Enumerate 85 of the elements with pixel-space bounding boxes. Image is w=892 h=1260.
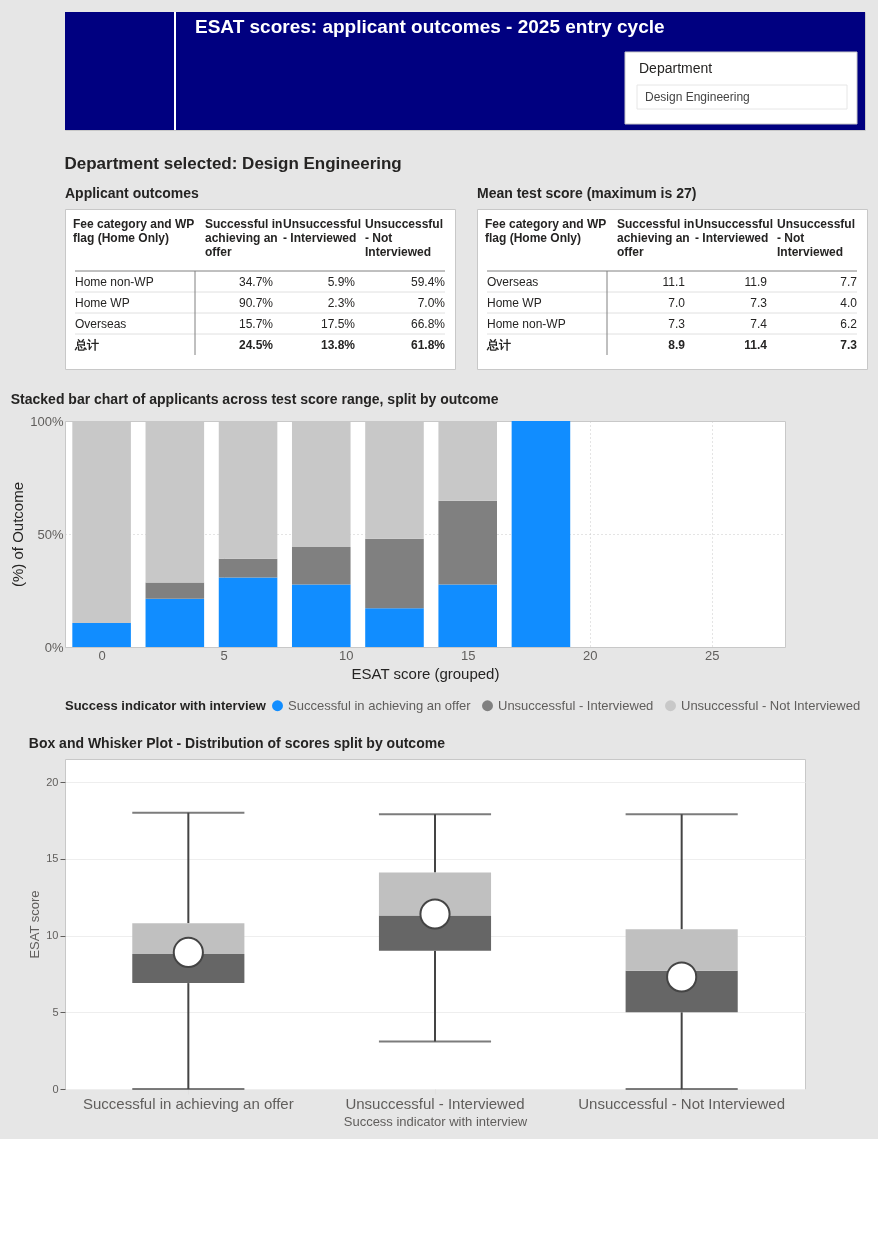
text: 5.9% (327, 274, 355, 289)
bar (218, 577, 278, 647)
bar (511, 421, 571, 647)
x-tick-label: 0 (98, 647, 106, 663)
x-tick-label: Successful in achieving an offer (82, 1094, 294, 1112)
category-label: Overseas (487, 274, 539, 289)
text: 13.8% (320, 337, 355, 352)
bar (145, 582, 205, 599)
legend-title: Success indicator with interview (65, 698, 267, 713)
y-axis-title: (%) of Outcome (9, 481, 27, 588)
category-label: Home WP (487, 295, 542, 310)
text: 4.0 (840, 295, 857, 310)
text: 7.4 (750, 316, 767, 331)
text: Applicant outcomes (65, 185, 200, 201)
text: 15.7% (238, 316, 273, 331)
text: 24.5% (238, 337, 273, 352)
text: 66.8% (410, 316, 445, 331)
bar (438, 500, 497, 585)
bar (291, 584, 351, 647)
y-tick-label: 15 (46, 852, 59, 865)
category-label: Overseas (75, 316, 127, 331)
text: Fee category and WP flag (Home Only) (485, 217, 607, 245)
category-label: Unsuccessful - Not Interviewed (365, 217, 444, 259)
category-label: Unsuccessful - Interviewed (283, 217, 362, 245)
x-axis-title: Success indicator with interview (343, 1113, 528, 1129)
text: 6.2 (840, 316, 857, 331)
text: Design Engineering (645, 90, 750, 104)
category-label: Home non-WP (75, 274, 154, 289)
x-tick-label: Unsuccessful - Not Interviewed (578, 1094, 786, 1112)
y-tick-label: 0 (52, 1082, 59, 1095)
text: 61.8% (410, 337, 445, 352)
category-label: Successful in achieving an offer (205, 217, 283, 259)
x-tick-label: 5 (220, 647, 228, 663)
text: ESAT scores: applicant outcomes - 2025 entry cycle (195, 16, 665, 37)
bar (365, 538, 424, 609)
bar (145, 598, 205, 647)
text: 7.3 (750, 295, 767, 310)
y-axis-title: ESAT score (27, 890, 43, 959)
x-tick-label: Unsuccessful - Interviewed (345, 1094, 525, 1112)
category-label: Successful in achieving an offer (617, 217, 695, 259)
category-label: Unsuccessful - Not Interviewed (777, 217, 856, 259)
x-tick-label: 20 (583, 647, 598, 663)
bar (438, 584, 497, 647)
bar (72, 623, 131, 647)
text: 34.7% (238, 274, 273, 289)
y-tick-label: 20 (46, 775, 59, 788)
text: 7.0 (668, 295, 685, 310)
y-tick-label: 100% (30, 413, 64, 429)
text: 11.4 (744, 337, 767, 352)
bar (365, 608, 424, 647)
x-axis-title: ESAT score (grouped) (351, 664, 500, 682)
bar (218, 558, 278, 578)
category-label: Home WP (75, 295, 130, 310)
y-tick-label: 5 (52, 1005, 59, 1018)
text: Department (639, 60, 713, 76)
text: 7.7 (840, 274, 857, 289)
category-label: Unsuccessful - Interviewed (695, 217, 774, 245)
text: 11.1 (662, 274, 685, 289)
x-tick-label: 25 (705, 647, 720, 663)
text: 17.5% (320, 316, 355, 331)
category-label: Home non-WP (487, 316, 566, 331)
text: 90.7% (238, 295, 273, 310)
bar (291, 546, 351, 585)
text: 2.3% (327, 295, 355, 310)
text: Department selected: Design Engineering (64, 153, 402, 173)
text: Mean test score (maximum is 27) (477, 185, 697, 201)
y-tick-label: 50% (37, 526, 64, 542)
x-tick-label: 15 (460, 647, 476, 663)
y-tick-label: 0% (44, 639, 64, 655)
legend-label: Unsuccessful - Interviewed (498, 697, 654, 713)
text: 7.0% (417, 295, 445, 310)
chart-title: Box and Whisker Plot - Distribution of scores split by outcome (28, 735, 446, 751)
text: 8.9 (668, 337, 685, 352)
text: 59.4% (410, 274, 445, 289)
text: Fee category and WP flag (Home Only) (73, 217, 195, 245)
category-label: 总计 (487, 337, 511, 352)
legend-label: Successful in achieving an offer (288, 697, 472, 713)
text: 11.9 (744, 274, 767, 289)
text: 7.3 (668, 316, 685, 331)
chart-title: Stacked bar chart of applicants across test score range, split by outcome (10, 391, 499, 407)
text: 7.3 (840, 337, 857, 352)
legend-label: Unsuccessful - Not Interviewed (681, 697, 861, 713)
category-label: 总计 (75, 337, 99, 352)
y-tick-label: 10 (46, 929, 59, 942)
x-tick-label: 10 (338, 647, 354, 663)
